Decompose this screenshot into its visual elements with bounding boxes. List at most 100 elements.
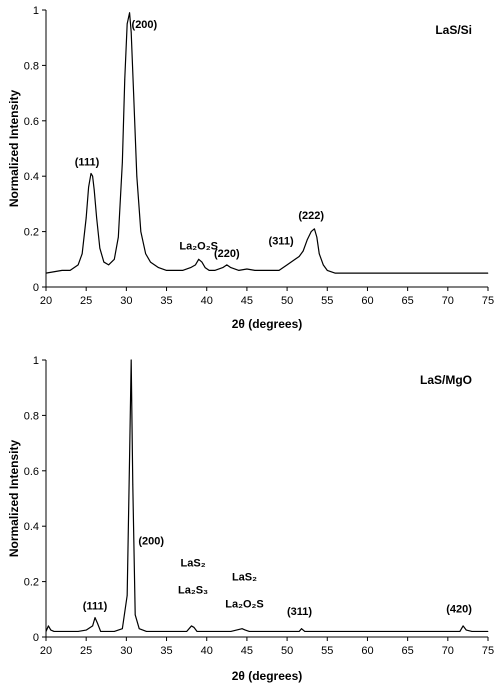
xrd-data-point — [350, 272, 352, 274]
xrd-data-point — [241, 628, 243, 630]
xrd-data-point — [140, 231, 142, 233]
peak-annotation: (200) — [138, 536, 164, 548]
xrd-data-point — [487, 272, 489, 274]
xrd-data-point — [174, 269, 175, 271]
x-tick-label: 30 — [120, 295, 132, 307]
xrd-data-point — [286, 631, 288, 632]
xrd-data-point — [334, 272, 336, 274]
xrd-data-point — [479, 272, 481, 274]
xrd-data-point — [487, 631, 489, 632]
y-tick-label: 0.8 — [24, 60, 39, 72]
xrd-data-point — [174, 631, 175, 632]
xrd-data-point — [447, 272, 449, 274]
x-tick-label: 20 — [40, 295, 52, 307]
xrd-data-point — [326, 269, 328, 271]
xrd-data-point — [61, 631, 63, 632]
x-tick-label: 50 — [281, 295, 293, 307]
xrd-data-point — [48, 625, 49, 627]
xrd-data-point — [246, 268, 248, 270]
y-axis-title: Normalized Intensity — [7, 439, 21, 557]
x-axis-title: 2θ (degrees) — [232, 669, 303, 683]
y-tick-label: 0 — [33, 632, 39, 644]
xrd-data-point — [204, 267, 206, 269]
chart-panel-2: 20 25 30 35 40 45 50 55 60 65 70 75 0 0.2 0.4 0.6 0.8 1 2θ… — [7, 355, 494, 683]
xrd-data-point — [81, 253, 83, 255]
xrd-data-point — [130, 359, 132, 361]
xrd-data-point — [270, 269, 272, 271]
xrd-data-point — [113, 258, 115, 260]
x-tick-label: 25 — [80, 295, 92, 307]
xrd-data-point — [100, 631, 102, 632]
x-tick-label: 55 — [321, 645, 333, 657]
xrd-data-point — [97, 622, 98, 624]
xrd-data-point — [129, 12, 130, 14]
xrd-data-point — [431, 272, 433, 274]
y-tick-label: 0.2 — [24, 227, 39, 239]
chart-panel-1: 20 25 30 35 40 45 50 55 60 65 70 75 0 0.2 0.4 0.6 0.8 1 2θ… — [7, 5, 494, 331]
xrd-data-point — [113, 631, 115, 632]
x-tick-label: 35 — [160, 295, 172, 307]
xrd-data-point — [53, 631, 55, 632]
xrd-data-point — [126, 23, 128, 25]
xrd-data-point — [138, 628, 140, 630]
xrd-data-point — [383, 272, 384, 274]
peak-annotation: LaS₂ — [232, 572, 257, 584]
xrd-data-point — [103, 261, 105, 263]
xrd-data-point — [298, 256, 300, 257]
x-axis-title: 2θ (degrees) — [232, 317, 303, 331]
xrd-data-point — [121, 628, 123, 630]
xrd-data-point — [202, 631, 204, 632]
xrd-data-point — [126, 595, 128, 596]
xrd-data-point — [244, 629, 246, 631]
xrd-data-point — [463, 272, 465, 274]
xrd-data-point — [186, 631, 188, 632]
x-tick-label: 75 — [482, 645, 494, 657]
y-tick-label: 0 — [33, 282, 39, 294]
x-tick-label: 50 — [281, 645, 293, 657]
x-tick-label: 40 — [201, 295, 213, 307]
peak-annotation: La₂O₂S — [179, 240, 218, 252]
xrd-data-point — [130, 31, 132, 33]
xrd-data-point — [124, 78, 126, 80]
xrd-data-point — [415, 272, 417, 274]
x-tick-label: 60 — [361, 645, 373, 657]
y-tick-label: 0.8 — [24, 410, 39, 422]
x-tick-label: 20 — [40, 645, 52, 657]
xrd-data-point — [105, 631, 107, 632]
peak-annotation: (111) — [83, 601, 108, 613]
peak-annotation: (111) — [75, 156, 100, 168]
xrd-data-point — [222, 267, 224, 269]
xrd-data-point — [132, 484, 134, 486]
xrd-data-point — [201, 261, 203, 263]
xrd-series-line — [45, 359, 488, 633]
xrd-data-point — [238, 269, 240, 271]
x-tick-label: 45 — [241, 645, 253, 657]
peak-annotation: LaS₂ — [181, 558, 206, 570]
x-tick-label: 45 — [241, 295, 253, 307]
x-tick-label: 60 — [361, 295, 373, 307]
xrd-data-point — [399, 272, 400, 274]
xrd-data-point — [462, 625, 464, 627]
xrd-data-point — [182, 269, 184, 271]
xrd-data-point — [294, 258, 296, 260]
peak-annotation: (311) — [287, 606, 312, 618]
peak-annotation: La₂O₂S — [225, 598, 264, 610]
xrd-data-point — [136, 175, 138, 177]
x-tick-label: 65 — [402, 295, 414, 307]
xrd-data-point — [45, 631, 47, 632]
x-tick-label: 35 — [160, 645, 172, 657]
peak-annotation: La₂S₃ — [178, 585, 208, 597]
xrd-data-point — [53, 271, 55, 273]
xrd-data-point — [117, 236, 119, 238]
xrd-data-point — [254, 269, 256, 271]
xrd-data-point — [134, 614, 136, 616]
xrd-data-point — [69, 631, 71, 632]
xrd-data-point — [77, 264, 79, 266]
xrd-data-point — [214, 631, 216, 632]
xrd-data-point — [230, 267, 232, 269]
x-tick-label: 70 — [442, 295, 454, 307]
xrd-data-point — [129, 456, 130, 458]
xrd-data-point — [367, 631, 368, 632]
xrd-data-point — [322, 264, 324, 266]
